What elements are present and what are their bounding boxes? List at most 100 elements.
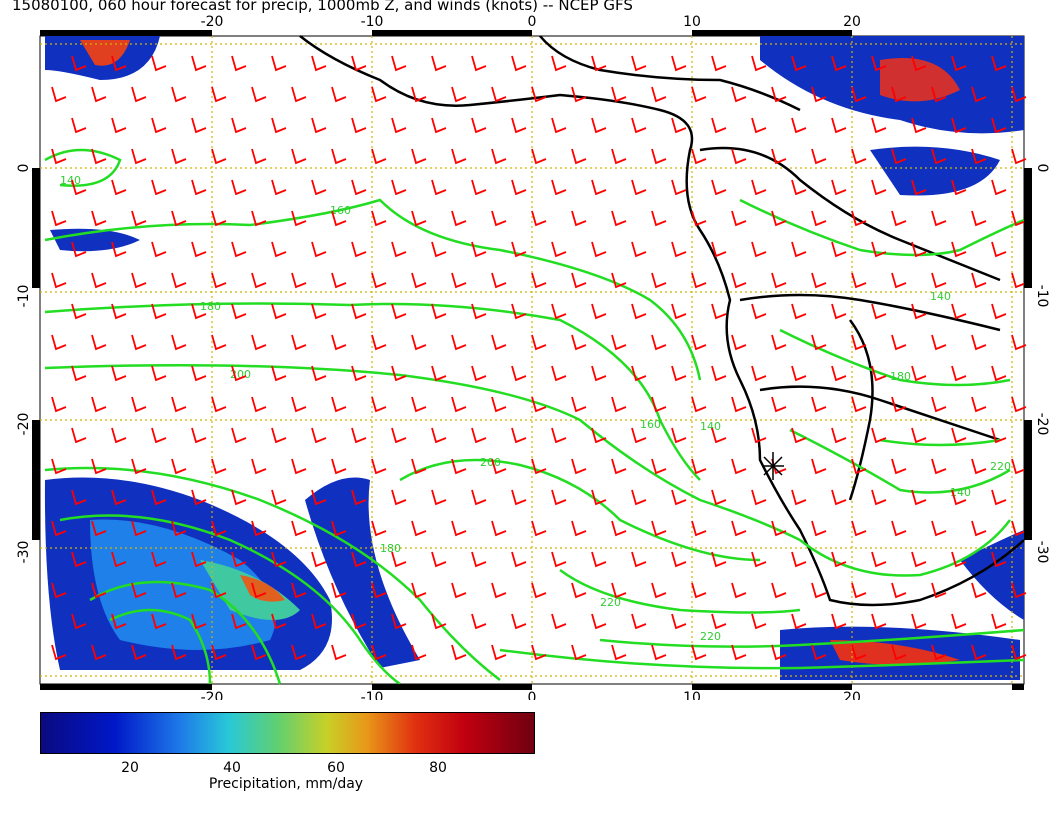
wind-barb-icon <box>191 117 207 134</box>
colorbar-tick: 20 <box>121 760 139 776</box>
wind-barb-icon <box>131 458 147 475</box>
wind-barb-icon <box>51 86 67 103</box>
wind-barb-icon <box>751 365 767 382</box>
wind-barb-icon <box>971 334 987 351</box>
x-tick-bottom: -20 <box>201 690 224 700</box>
wind-barb-icon <box>671 303 687 320</box>
wind-barb-icon <box>531 272 547 289</box>
wind-barb-icon <box>911 489 927 506</box>
contour-label: 140 <box>700 420 721 433</box>
wind-barb-icon <box>151 55 167 72</box>
wind-barb-icon <box>771 396 787 413</box>
wind-barb-icon <box>311 551 327 568</box>
wind-barb-icon <box>691 644 707 661</box>
wind-barb-icon <box>271 303 287 320</box>
wind-barb-icon <box>71 365 87 382</box>
wind-barb-icon <box>71 489 87 506</box>
wind-barb-icon <box>651 334 667 351</box>
wind-barb-icon <box>171 86 187 103</box>
y-tick-left: -10 <box>16 285 32 308</box>
wind-barb-icon <box>651 86 667 103</box>
wind-barb-icon <box>831 613 847 630</box>
wind-barb-icon <box>851 520 867 537</box>
precip-areas <box>44 36 1024 680</box>
wind-barb-icon <box>471 303 487 320</box>
wind-barb-icon <box>411 86 427 103</box>
wind-barb-icon <box>431 427 447 444</box>
wind-barb-icon <box>151 551 167 568</box>
y-tick-right: -10 <box>1034 285 1050 308</box>
wind-barb-icon <box>591 55 607 72</box>
wind-barb-icon <box>191 55 207 72</box>
wind-barb-icon <box>591 241 607 258</box>
wind-barb-icon <box>331 458 347 475</box>
wind-barb-icon <box>911 241 927 258</box>
wind-barb-icon <box>851 458 867 475</box>
wind-barb-icon <box>91 396 107 413</box>
wind-barb-icon <box>331 86 347 103</box>
wind-barb-icon <box>831 365 847 382</box>
wind-barb-icon <box>791 303 807 320</box>
wind-barb-icon <box>611 458 627 475</box>
wind-barb-icon <box>411 582 427 599</box>
wind-barb-icon <box>651 520 667 537</box>
wind-barb-icon <box>51 582 67 599</box>
wind-barb-icon <box>971 396 987 413</box>
wind-barb-icon <box>651 582 667 599</box>
wind-barb-icon <box>131 86 147 103</box>
wind-barb-icon <box>711 179 727 196</box>
wind-barb-icon <box>811 272 827 289</box>
wind-barb-icon <box>631 551 647 568</box>
height-contours <box>44 148 1025 686</box>
wind-barb-icon <box>851 148 867 165</box>
wind-barb-icon <box>431 55 447 72</box>
wind-barb-icon <box>231 489 247 506</box>
wind-barb-icon <box>771 148 787 165</box>
wind-barb-icon <box>51 272 67 289</box>
wind-barb-icon <box>191 427 207 444</box>
wind-barb-icon <box>111 55 127 72</box>
wind-barb-icon <box>891 210 907 227</box>
x-tick-top: 20 <box>843 14 861 30</box>
wind-barb-icon <box>671 241 687 258</box>
wind-barb-icon <box>71 117 87 134</box>
wind-barb-icon <box>491 520 507 537</box>
wind-barb-icon <box>911 179 927 196</box>
wind-barb-icon <box>851 396 867 413</box>
wind-barb-icon <box>391 551 407 568</box>
wind-barb-icon <box>151 489 167 506</box>
wind-barb-icon <box>251 334 267 351</box>
wind-barb-icon <box>971 86 987 103</box>
wind-barb-icon <box>211 458 227 475</box>
wind-barb-icon <box>311 117 327 134</box>
wind-barb-icon <box>831 427 847 444</box>
wind-barb-icon <box>1011 396 1027 413</box>
wind-barb-icon <box>991 241 1007 258</box>
wind-barb-icon <box>1011 334 1027 351</box>
wind-barb-icon <box>351 117 367 134</box>
wind-barb-icon <box>151 365 167 382</box>
wind-barb-icon <box>491 644 507 661</box>
wind-barb-icon <box>231 613 247 630</box>
wind-barb-icon <box>831 117 847 134</box>
wind-barb-icon <box>231 117 247 134</box>
wind-barb-icon <box>891 86 907 103</box>
wind-barb-icon <box>671 551 687 568</box>
wind-barb-icon <box>791 365 807 382</box>
wind-barb-icon <box>451 272 467 289</box>
wind-barb-icon <box>571 520 587 537</box>
wind-barb-icon <box>771 210 787 227</box>
wind-barb-icon <box>611 582 627 599</box>
wind-barb-icon <box>551 241 567 258</box>
wind-barb-icon <box>991 179 1007 196</box>
wind-barb-icon <box>751 427 767 444</box>
wind-barb-icon <box>1011 210 1027 227</box>
wind-barb-icon <box>631 241 647 258</box>
top-edge-bar <box>40 30 212 36</box>
wind-barb-icon <box>971 582 987 599</box>
wind-barb-icon <box>591 427 607 444</box>
wind-barb-icon <box>931 644 947 661</box>
left-edge-bar <box>32 420 40 540</box>
wind-barb-icon <box>351 241 367 258</box>
wind-barb-icon <box>111 551 127 568</box>
